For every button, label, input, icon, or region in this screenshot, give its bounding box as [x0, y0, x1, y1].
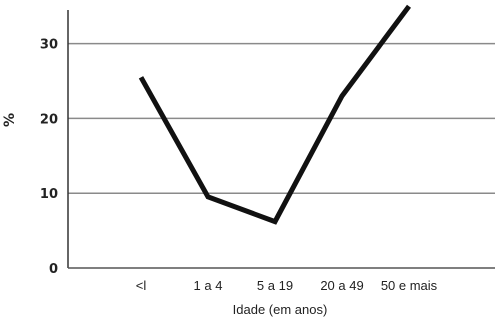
x-tick-label: 1 a 4 — [194, 278, 223, 293]
x-tick-label: 20 a 49 — [320, 278, 363, 293]
grid — [68, 42, 495, 194]
series-line — [138, 4, 412, 225]
x-tick-label: <l — [136, 278, 147, 293]
x-axis-label: Idade (em anos) — [233, 302, 328, 317]
y-tick-label: 20 — [40, 112, 58, 127]
x-tick-label: 50 e mais — [381, 278, 438, 293]
y-tick-label: 0 — [49, 262, 58, 277]
y-tick-label: 30 — [40, 38, 58, 53]
x-tick-labels: <l 1 a 4 5 a 19 20 a 49 50 e mais — [136, 278, 438, 293]
y-axis-label: % — [2, 113, 18, 127]
y-tick-label: 10 — [40, 187, 58, 202]
x-tick-label: 5 a 19 — [257, 278, 293, 293]
y-tick-labels: 0 10 20 30 — [40, 38, 58, 277]
